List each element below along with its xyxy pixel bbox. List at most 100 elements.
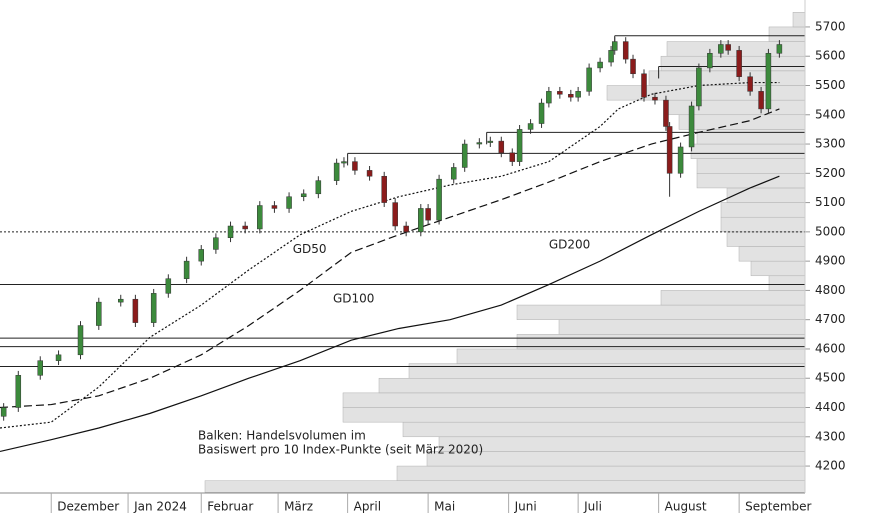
volume-bar [438,436,806,452]
x-tick-label: April [354,500,381,514]
candle-body [227,225,234,238]
volume-bar [396,465,806,481]
candle-body [718,44,724,54]
y-tick-label: 5600 [815,49,846,63]
candle-body [707,53,713,69]
candle-body [183,260,190,279]
candle-body [271,205,278,209]
candle-body [527,123,534,130]
y-tick-label: 4600 [815,341,846,355]
volume-bar [720,202,806,218]
annotation: GD50 [293,242,327,256]
candle-body [611,41,618,51]
volume-bar [738,246,806,262]
candle-body [341,161,347,164]
candle-body [315,180,322,195]
candle-body [557,91,563,95]
volume-bar [666,41,806,57]
candle-body [586,67,592,92]
candle-body [77,325,84,356]
candle-body [392,202,398,227]
candle-body [677,146,684,174]
moving-average [0,175,780,453]
x-tick-label: Dezember [57,500,119,514]
candle-body [257,205,263,230]
candle-body [575,91,581,98]
y-tick-label: 4800 [815,283,846,297]
volume-bar [558,319,806,335]
y-tick-label: 5000 [815,224,846,238]
note: Balken: Handelsvolumen im [198,429,366,443]
candle-body [498,140,505,154]
candle-body [0,407,7,417]
x-tick-label: Jan 2024 [133,500,187,514]
candle-body [198,249,204,262]
volume-bar [408,363,806,379]
candle-body [436,178,442,221]
y-tick-label: 4700 [815,312,846,326]
x-tick-label: Juni [514,500,537,514]
candle-body [150,293,157,323]
candle-body [538,102,545,124]
moving-average [0,81,780,429]
volume-bar [402,421,806,438]
y-tick-label: 5300 [815,137,846,151]
candle-body [352,161,358,171]
y-tick-label: 5500 [815,78,846,92]
volume-bar [696,158,806,174]
candle-body [450,167,457,180]
volume-bar [750,260,806,277]
note: Basiswert pro 10 Index-Punkte (seit März… [198,443,483,457]
candle-body [736,50,742,77]
volume-bar [666,99,806,116]
volume-bar [792,12,806,28]
annotation: GD100 [333,292,374,306]
y-tick-label: 4200 [815,459,846,473]
candle-body [725,44,731,51]
volume-bar [378,377,806,394]
y-tick-label: 5100 [815,195,846,209]
candle-body [652,96,658,101]
volume-bar [516,304,806,320]
volume-bar [342,407,806,423]
volume-bar [726,231,806,247]
x-tick-label: Februar [207,500,253,514]
candle-body [568,94,574,98]
candle-body [758,91,764,110]
candle-body [37,360,43,376]
volume-bar [660,290,806,306]
candle-body [688,105,695,148]
volume-bar [456,348,806,364]
volume-bar [426,451,806,467]
candle-body [418,208,424,233]
volume-bar [204,480,806,493]
candle-body [630,58,636,75]
candle-body [333,162,340,181]
candle-body [213,237,219,250]
candle-body [487,140,494,143]
candle-body [597,61,603,69]
annotation: GD200 [549,238,590,252]
volume-bar [768,275,806,291]
candle-body [747,76,753,92]
y-tick-label: 5200 [815,166,846,180]
candle-body [546,91,552,104]
volume-bar [720,216,806,233]
volume-bar [690,143,806,159]
candle-body [765,53,772,110]
candle-body [381,175,387,203]
candle-body [666,126,673,174]
candle-body [608,50,614,63]
candle-body [15,375,22,408]
volume-bar [696,173,806,189]
candle-body [461,143,468,168]
y-tick-label: 4500 [815,371,846,385]
candle-body [516,129,523,162]
candle-body [425,208,431,221]
candle-body [132,298,139,323]
volume-bar [660,55,806,72]
candle-body [118,298,124,303]
y-tick-label: 4400 [815,400,846,414]
x-tick-label: Mai [434,500,455,514]
candle-body [96,301,102,326]
